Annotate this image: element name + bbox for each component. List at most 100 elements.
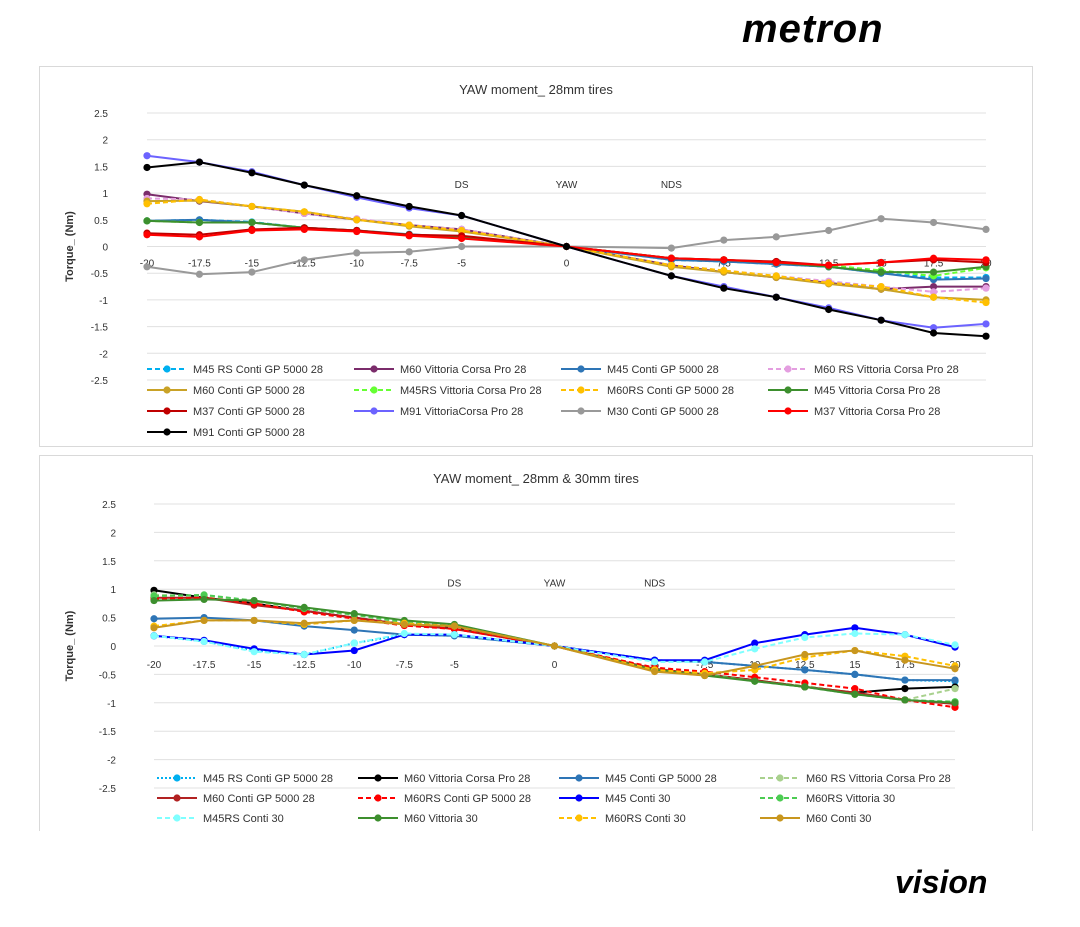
legend-swatch-marker xyxy=(374,774,382,782)
x-tick-label: -15 xyxy=(247,660,262,671)
series-line xyxy=(146,199,987,301)
data-point xyxy=(200,616,208,625)
data-point xyxy=(851,629,859,638)
data-point xyxy=(405,202,413,211)
data-point xyxy=(901,631,909,639)
data-point xyxy=(250,596,258,605)
x-tick-label: -12.5 xyxy=(293,259,316,270)
legend-swatch-marker xyxy=(173,774,181,782)
y-axis-label: Torque_ (Nm) xyxy=(64,610,76,681)
legend-item: M60 Conti 30 xyxy=(760,813,871,825)
data-point xyxy=(982,256,990,264)
legend-label: M45RS Conti 30 xyxy=(203,813,284,825)
y-tick-label: 1 xyxy=(110,585,116,596)
data-point xyxy=(772,293,780,301)
data-point xyxy=(982,274,990,283)
legend-item: M45RS Conti 30 xyxy=(157,813,284,825)
legend-item: M60RS Conti GP 5000 28 xyxy=(358,793,531,805)
y-tick-label: 0.5 xyxy=(102,614,116,625)
annotation-label: YAW xyxy=(544,578,566,589)
data-point xyxy=(929,324,938,332)
legend-swatch-marker xyxy=(575,794,583,802)
data-point xyxy=(951,699,959,707)
legend-swatch-marker xyxy=(575,774,583,782)
data-point xyxy=(982,298,990,307)
x-tick-label: -5 xyxy=(457,259,466,270)
chart-title: YAW moment_ 28mm tires xyxy=(459,82,613,97)
data-point xyxy=(350,610,358,618)
data-point xyxy=(300,225,308,234)
data-point xyxy=(982,320,990,328)
data-point xyxy=(450,631,458,639)
data-point xyxy=(250,616,258,625)
legend-swatch-marker xyxy=(374,794,382,802)
x-tick-label: -7.5 xyxy=(396,660,414,671)
data-point xyxy=(851,646,859,655)
legend-label: M60RS Conti GP 5000 28 xyxy=(404,793,531,805)
legend-label: M37 Vittoria Corsa Pro 28 xyxy=(814,406,940,418)
data-point xyxy=(400,629,408,638)
legend-item: M60 Vittoria Corsa Pro 28 xyxy=(358,773,530,785)
y-tick-label: -0.5 xyxy=(91,269,109,280)
y-tick-label: 2 xyxy=(110,528,116,539)
data-point xyxy=(929,329,938,337)
legend-item: M60 RS Vittoria Corsa Pro 28 xyxy=(768,364,959,376)
data-point xyxy=(901,676,909,684)
data-point xyxy=(143,263,151,271)
series-7 xyxy=(143,195,990,307)
data-point xyxy=(353,216,361,224)
data-point xyxy=(851,685,859,693)
y-tick-label: 0.5 xyxy=(94,216,108,227)
data-point xyxy=(248,202,256,211)
data-point xyxy=(929,254,938,262)
legend-label: M30 Conti GP 5000 28 xyxy=(607,406,719,418)
data-point xyxy=(250,648,258,656)
data-point xyxy=(353,249,361,257)
data-point xyxy=(450,622,458,630)
legend-label: M60 Conti GP 5000 28 xyxy=(203,793,315,805)
data-point xyxy=(350,646,358,655)
data-point xyxy=(143,163,151,172)
y-tick-label: 2 xyxy=(102,136,108,147)
legend-swatch-marker xyxy=(577,407,585,415)
data-point xyxy=(982,225,990,234)
data-point xyxy=(851,624,859,632)
vision-logo: vision xyxy=(893,864,1043,904)
legend-item: M60 Conti GP 5000 28 xyxy=(157,793,315,805)
legend-label: M37 Conti GP 5000 28 xyxy=(193,406,305,418)
data-point xyxy=(300,619,308,627)
legend-swatch-marker xyxy=(163,365,171,373)
legend-label: M91 Conti GP 5000 28 xyxy=(193,427,305,439)
x-tick-label: -5 xyxy=(450,660,459,671)
y-tick-label: -2 xyxy=(107,756,116,767)
legend-swatch-marker xyxy=(784,365,792,373)
data-point xyxy=(701,658,709,666)
legend-item: M45 RS Conti GP 5000 28 xyxy=(147,364,323,376)
y-tick-label: -1.5 xyxy=(91,323,109,334)
legend-label: M60RS Vittoria 30 xyxy=(806,793,895,805)
x-tick-label: 17.5 xyxy=(924,259,944,270)
legend-swatch-marker xyxy=(163,407,171,415)
data-point xyxy=(550,642,559,650)
legend-swatch-marker xyxy=(173,794,181,802)
chart-panel-28-30mm: YAW moment_ 28mm & 30mm tires Torque_ (Nm… xyxy=(39,455,1033,831)
series-12 xyxy=(150,616,959,680)
legend-item: M60 Vittoria Corsa Pro 28 xyxy=(354,364,526,376)
annotation-label: YAW xyxy=(556,180,578,191)
y-tick-label: -2 xyxy=(99,349,108,360)
data-point xyxy=(772,272,780,280)
legend-swatch-marker xyxy=(163,428,171,436)
annotation-label: DS xyxy=(455,180,469,191)
legend-item: M60 RS Vittoria Corsa Pro 28 xyxy=(760,773,951,785)
y-tick-label: -1.5 xyxy=(99,727,117,738)
series-line xyxy=(146,198,987,304)
data-point xyxy=(248,268,256,276)
data-point xyxy=(248,169,256,177)
data-point xyxy=(300,256,308,264)
data-point xyxy=(951,685,959,693)
x-tick-label: -10 xyxy=(350,259,365,270)
x-tick-label: -7.5 xyxy=(696,660,714,671)
y-tick-label: -1 xyxy=(99,296,108,307)
legend-label: M45 Conti GP 5000 28 xyxy=(605,773,717,785)
data-point xyxy=(300,181,308,189)
